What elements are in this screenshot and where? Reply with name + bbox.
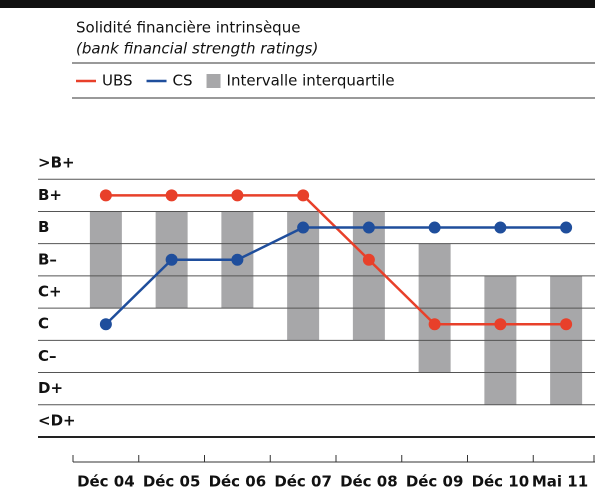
series-line xyxy=(105,226,567,326)
point xyxy=(165,189,178,202)
x-tick-label: Déc 09 xyxy=(406,473,464,491)
point xyxy=(428,318,441,331)
y-tick-label: <D+ xyxy=(38,411,76,429)
subtitle: Solidité financière intrinsèque xyxy=(76,19,300,37)
y-tick-label: D+ xyxy=(38,379,63,397)
point xyxy=(362,221,375,234)
point xyxy=(297,221,310,234)
point xyxy=(99,189,112,202)
x-tick-label: Déc 10 xyxy=(472,473,530,491)
point xyxy=(494,318,507,331)
x-tick-label: Déc 04 xyxy=(77,473,135,491)
y-tick-label: B+ xyxy=(38,186,62,204)
legend-label: UBS xyxy=(102,72,133,90)
x-tick-label: Mai 11 xyxy=(532,473,588,491)
legend-swatch xyxy=(206,74,221,88)
point xyxy=(231,253,244,266)
y-tick-label: C xyxy=(38,315,49,333)
x-tick-label: Déc 07 xyxy=(274,473,332,491)
point xyxy=(231,189,244,202)
top-bar xyxy=(0,0,595,8)
point xyxy=(560,221,573,234)
point xyxy=(560,318,573,331)
point xyxy=(297,189,310,202)
point xyxy=(494,221,507,234)
x-tick-label: Déc 05 xyxy=(143,473,201,491)
point xyxy=(362,253,375,266)
y-tick-label: B– xyxy=(38,250,57,268)
point xyxy=(428,221,441,234)
y-tick-label: C+ xyxy=(38,283,62,301)
legend-label: Intervalle interquartile xyxy=(227,72,395,90)
point xyxy=(99,318,112,331)
subtitle-en: (bank financial strength ratings) xyxy=(76,40,318,58)
point xyxy=(165,253,178,266)
x-tick-label: Déc 06 xyxy=(209,473,267,491)
y-tick-label: B xyxy=(38,218,49,236)
range-bar xyxy=(89,211,122,309)
x-tick-label: Déc 08 xyxy=(340,473,398,491)
legend-label: CS xyxy=(173,72,193,90)
y-tick-label: >B+ xyxy=(38,154,75,172)
y-tick-label: C– xyxy=(38,347,57,365)
